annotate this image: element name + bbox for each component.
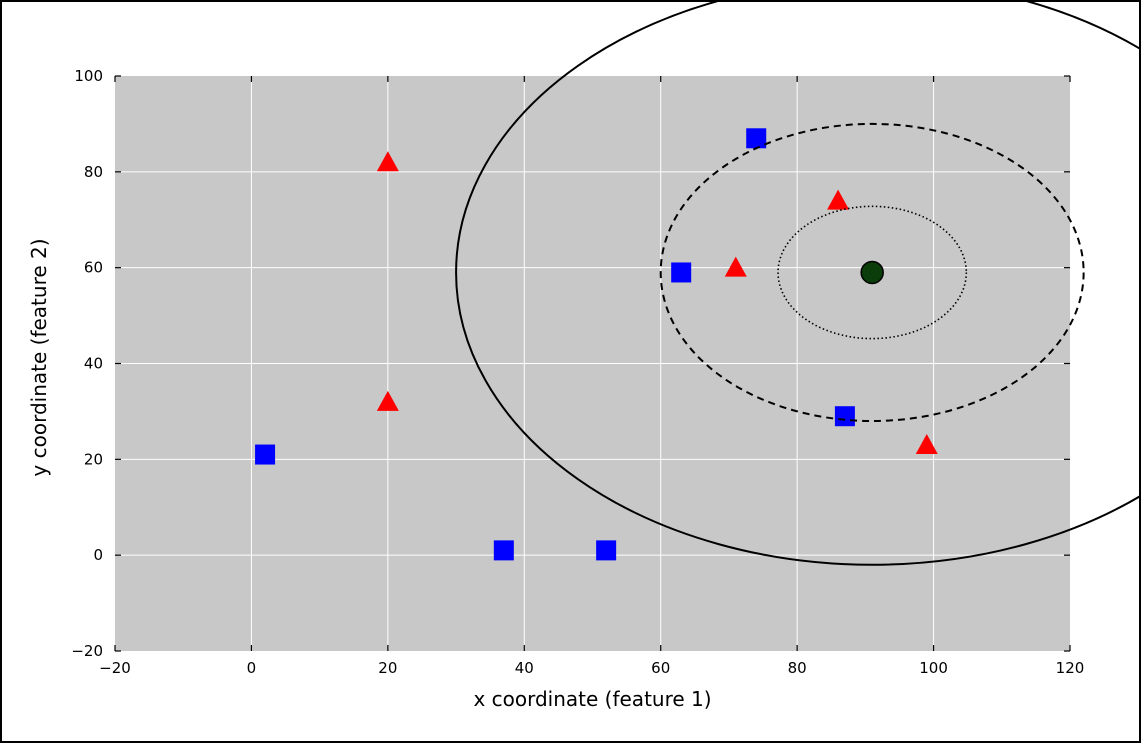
dotted-radius-circle xyxy=(777,205,968,340)
solid-radius-circle xyxy=(455,2,1139,566)
data-markers xyxy=(255,128,938,561)
x-axis-label: x coordinate (feature 1) xyxy=(473,687,711,711)
square-marker xyxy=(746,128,767,149)
y-tick-label: −20 xyxy=(71,642,103,660)
x-tick-label: 100 xyxy=(919,659,948,677)
y-tick-label: 0 xyxy=(93,546,103,564)
x-tick-label: 60 xyxy=(651,659,670,677)
query-point-marker xyxy=(860,260,884,285)
dashed-radius-circle xyxy=(659,122,1085,423)
triangle-marker xyxy=(827,189,850,210)
square-marker xyxy=(493,540,514,561)
y-tick-label: 40 xyxy=(84,355,103,373)
radius-circles xyxy=(455,2,1139,566)
square-marker xyxy=(255,444,276,465)
y-tick-label: 60 xyxy=(84,259,103,277)
y-axis-label: y coordinate (feature 2) xyxy=(27,238,51,476)
x-tick-label: −20 xyxy=(99,659,131,677)
axis-ticks xyxy=(114,75,1071,652)
x-tick-label: 0 xyxy=(247,659,257,677)
x-tick-label: 40 xyxy=(515,659,534,677)
tick-labels: −20 0 20 40 60 80 100 120 −20 0 20 40 60 80 100 xyxy=(71,67,1084,677)
y-tick-label: 20 xyxy=(84,450,103,468)
triangle-marker xyxy=(376,151,399,172)
square-marker xyxy=(596,540,617,561)
square-marker xyxy=(834,406,855,427)
x-tick-label: 120 xyxy=(1056,659,1085,677)
triangle-marker xyxy=(724,256,747,277)
triangle-marker xyxy=(376,390,399,411)
y-tick-label: 100 xyxy=(74,67,103,85)
x-tick-label: 80 xyxy=(788,659,807,677)
square-marker xyxy=(671,262,692,283)
y-tick-label: 80 xyxy=(84,163,103,181)
triangle-marker xyxy=(915,433,938,454)
x-tick-label: 20 xyxy=(378,659,397,677)
